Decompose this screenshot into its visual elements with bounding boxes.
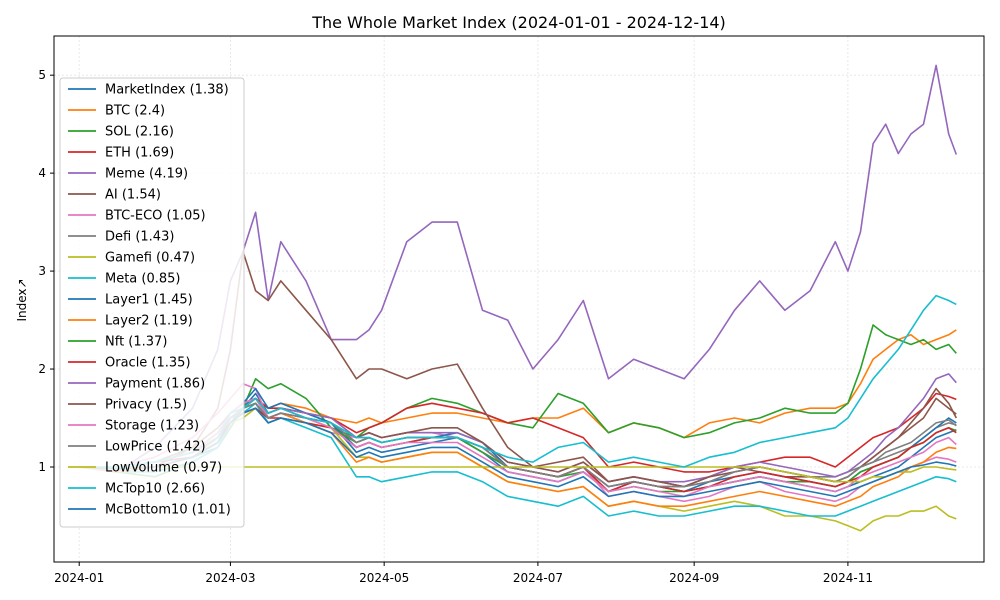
series-line-4 [79, 64, 958, 473]
y-tick-label: 3 [38, 264, 46, 278]
legend-label: Storage (1.23) [105, 419, 199, 434]
legend-label: Nft (1.37) [105, 335, 167, 350]
x-tick-label: 2024-01 [54, 571, 104, 585]
legend-label: McBottom10 (1.01) [105, 503, 231, 518]
legend-label: ETH (1.69) [105, 146, 174, 161]
legend-label: Layer1 (1.45) [105, 293, 193, 308]
legend-label: AI (1.54) [105, 188, 161, 203]
legend-label: LowPrice (1.42) [105, 440, 206, 455]
y-axis-label: Index↗ [15, 278, 29, 321]
y-tick-label: 5 [38, 68, 46, 82]
legend-label: Layer2 (1.19) [105, 314, 193, 329]
x-tick-label: 2024-03 [205, 571, 255, 585]
series-line-2 [79, 324, 957, 478]
legend-label: LowVolume (0.97) [105, 461, 222, 476]
series-line-18 [79, 466, 957, 483]
legend-label: Defi (1.43) [105, 230, 174, 245]
y-tick-label: 4 [38, 166, 46, 180]
chart-title: The Whole Market Index (2024-01-01 - 202… [311, 13, 726, 32]
legend-label: MarketIndex (1.38) [105, 83, 229, 98]
legend-label: Meta (0.85) [105, 272, 181, 287]
legend-label: SOL (2.16) [105, 125, 174, 140]
legend-label: BTC-ECO (1.05) [105, 209, 206, 224]
y-tick-label: 1 [38, 460, 46, 474]
legend-box [59, 77, 245, 528]
series-line-20 [79, 407, 957, 498]
x-tick-label: 2024-09 [669, 571, 719, 585]
series-line-19 [79, 294, 957, 468]
legend-label: Privacy (1.5) [105, 398, 187, 413]
legend: MarketIndex (1.38) BTC (2.4) SOL (2.16) ETH… [59, 77, 245, 528]
legend-label: Meme (4.19) [105, 167, 188, 182]
legend-label: Payment (1.86) [105, 377, 205, 392]
legend-label: McTop10 (2.66) [105, 482, 205, 497]
x-tick-label: 2024-11 [823, 571, 873, 585]
legend-label: Oracle (1.35) [105, 356, 191, 371]
plot-area-frame [53, 35, 985, 563]
x-tick-label: 2024-05 [359, 571, 409, 585]
y-tick-label: 2 [38, 362, 46, 376]
legend-label: BTC (2.4) [105, 104, 165, 119]
series-line-17 [79, 402, 957, 488]
legend-label: Gamefi (0.47) [105, 251, 195, 266]
x-tick-label: 2024-07 [513, 571, 563, 585]
